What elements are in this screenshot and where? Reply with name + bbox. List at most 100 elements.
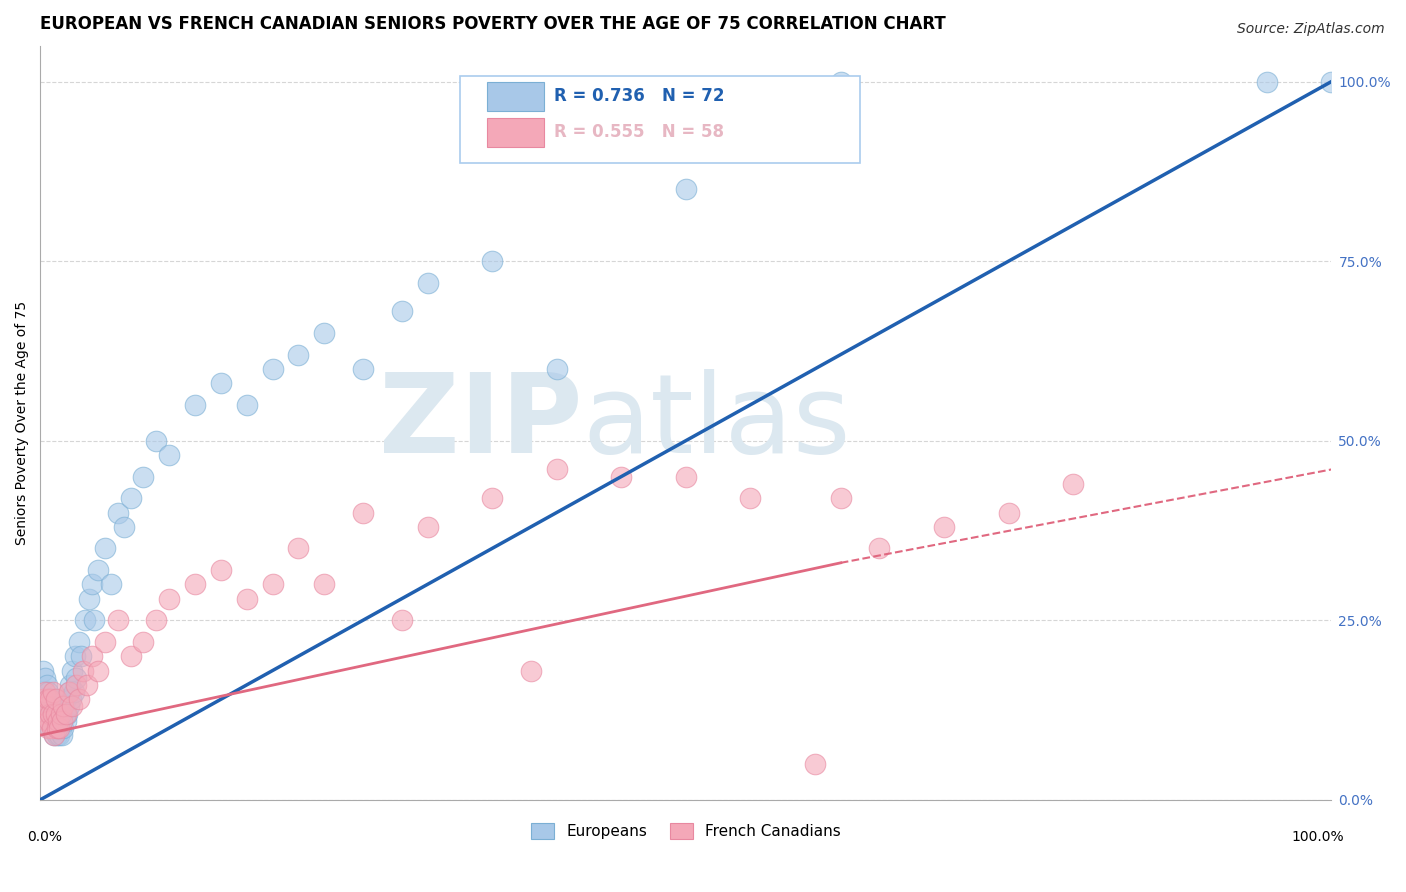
Point bbox=[46, 714, 69, 728]
Point bbox=[37, 685, 59, 699]
Point bbox=[314, 326, 336, 340]
Text: R = 0.555   N = 58: R = 0.555 N = 58 bbox=[554, 123, 724, 142]
Point bbox=[520, 664, 543, 678]
Point bbox=[1320, 74, 1343, 88]
Point bbox=[65, 671, 87, 685]
Point bbox=[45, 721, 67, 735]
Point bbox=[87, 563, 110, 577]
Text: ZIP: ZIP bbox=[380, 369, 582, 476]
Point bbox=[39, 706, 62, 721]
Point bbox=[32, 706, 55, 721]
FancyBboxPatch shape bbox=[486, 82, 544, 112]
Point bbox=[51, 728, 73, 742]
Point bbox=[77, 591, 100, 606]
Point bbox=[55, 692, 77, 706]
FancyBboxPatch shape bbox=[460, 76, 860, 162]
Point bbox=[55, 706, 77, 721]
Point bbox=[132, 469, 155, 483]
Point bbox=[42, 721, 65, 735]
Point bbox=[49, 721, 72, 735]
Point bbox=[145, 434, 167, 448]
Point bbox=[83, 613, 105, 627]
Text: R = 0.736   N = 72: R = 0.736 N = 72 bbox=[554, 87, 724, 105]
Point bbox=[51, 714, 73, 728]
Point bbox=[262, 362, 284, 376]
Point bbox=[45, 721, 67, 735]
Point bbox=[53, 706, 76, 721]
Point bbox=[80, 649, 103, 664]
Point bbox=[59, 678, 82, 692]
Point bbox=[65, 678, 87, 692]
Point bbox=[352, 506, 374, 520]
Point bbox=[58, 685, 80, 699]
Point bbox=[41, 714, 63, 728]
Point bbox=[120, 649, 142, 664]
Point bbox=[58, 699, 80, 714]
Point bbox=[49, 706, 72, 721]
Point bbox=[45, 692, 67, 706]
Text: EUROPEAN VS FRENCH CANADIAN SENIORS POVERTY OVER THE AGE OF 75 CORRELATION CHART: EUROPEAN VS FRENCH CANADIAN SENIORS POVE… bbox=[41, 15, 946, 33]
Point bbox=[391, 304, 413, 318]
Point bbox=[120, 491, 142, 505]
Y-axis label: Seniors Poverty Over the Age of 75: Seniors Poverty Over the Age of 75 bbox=[15, 301, 30, 545]
Point bbox=[1062, 476, 1084, 491]
Point bbox=[38, 714, 60, 728]
Point bbox=[76, 678, 98, 692]
Point bbox=[31, 664, 53, 678]
Point bbox=[34, 685, 56, 699]
Point bbox=[42, 685, 65, 699]
Point bbox=[38, 692, 60, 706]
Point bbox=[262, 577, 284, 591]
Point bbox=[416, 276, 439, 290]
Point bbox=[184, 398, 207, 412]
Text: Source: ZipAtlas.com: Source: ZipAtlas.com bbox=[1237, 22, 1385, 37]
Point bbox=[132, 635, 155, 649]
Point bbox=[45, 706, 67, 721]
Point bbox=[314, 577, 336, 591]
Legend: Europeans, French Canadians: Europeans, French Canadians bbox=[524, 817, 846, 845]
Point bbox=[1256, 74, 1278, 88]
Point bbox=[67, 635, 90, 649]
Point bbox=[804, 756, 827, 771]
Point bbox=[44, 699, 66, 714]
Point bbox=[39, 692, 62, 706]
FancyBboxPatch shape bbox=[486, 118, 544, 147]
Point bbox=[546, 462, 568, 476]
Text: 100.0%: 100.0% bbox=[1292, 830, 1344, 844]
Point bbox=[46, 721, 69, 735]
Point bbox=[830, 74, 852, 88]
Point bbox=[391, 613, 413, 627]
Point bbox=[100, 577, 122, 591]
Point bbox=[56, 706, 79, 721]
Point bbox=[41, 721, 63, 735]
Point bbox=[184, 577, 207, 591]
Point bbox=[46, 699, 69, 714]
Point bbox=[416, 520, 439, 534]
Point bbox=[35, 699, 58, 714]
Point bbox=[546, 362, 568, 376]
Point bbox=[157, 448, 180, 462]
Point bbox=[481, 491, 503, 505]
Point bbox=[45, 706, 67, 721]
Point bbox=[60, 664, 83, 678]
Point bbox=[72, 664, 94, 678]
Point bbox=[52, 699, 75, 714]
Point bbox=[35, 699, 58, 714]
Point bbox=[37, 706, 59, 721]
Point bbox=[48, 728, 70, 742]
Point bbox=[932, 520, 955, 534]
Point bbox=[209, 563, 232, 577]
Point bbox=[610, 469, 633, 483]
Point bbox=[41, 692, 63, 706]
Point bbox=[145, 613, 167, 627]
Point bbox=[997, 506, 1019, 520]
Point bbox=[45, 728, 67, 742]
Point bbox=[481, 254, 503, 268]
Point bbox=[830, 491, 852, 505]
Point bbox=[235, 591, 257, 606]
Point bbox=[107, 613, 129, 627]
Point bbox=[58, 685, 80, 699]
Point bbox=[675, 182, 697, 196]
Point bbox=[80, 577, 103, 591]
Point bbox=[39, 721, 62, 735]
